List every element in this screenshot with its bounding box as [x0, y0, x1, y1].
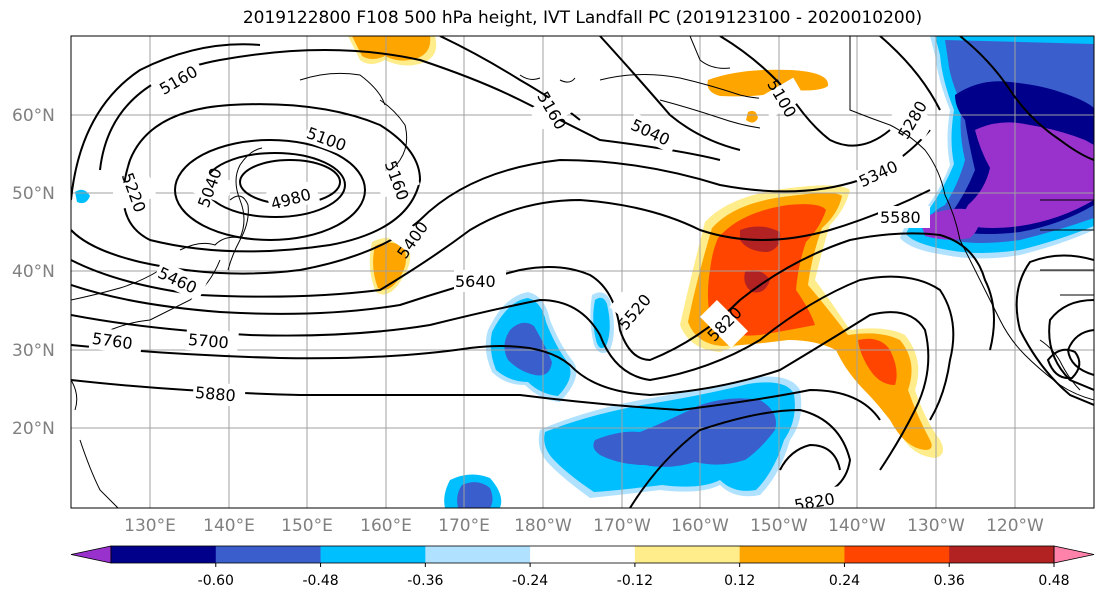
colorbar-border — [110, 545, 1055, 564]
lat-label: 40°N — [12, 262, 55, 282]
colorbar-tick-label: -0.60 — [198, 573, 234, 589]
lat-label: 30°N — [12, 341, 55, 361]
colorbar-segment — [215, 546, 322, 563]
colorbar-tick-label: -0.24 — [512, 573, 548, 589]
contour-label: 5640 — [455, 272, 496, 291]
colorbar-tick-label: -0.48 — [302, 573, 338, 589]
lon-label: 130°W — [907, 516, 965, 536]
lat-axis: 60°N 50°N 40°N 30°N 20°N — [12, 106, 55, 439]
lon-label: 160°E — [360, 516, 412, 536]
colorbar-tick-label: -0.36 — [407, 573, 443, 589]
colorbar-segment — [739, 546, 845, 563]
lon-label: 180°W — [514, 516, 572, 536]
contour-label: 5820 — [793, 489, 836, 515]
colorbar-segment — [111, 546, 217, 563]
colorbar-tick-label: 0.48 — [1038, 573, 1069, 589]
lon-label: 160°W — [671, 516, 729, 536]
colorbar-segment — [425, 546, 531, 563]
colorbar-tick-label: -0.12 — [617, 573, 653, 589]
contour-label: 5880 — [194, 383, 236, 405]
colorbar-segment — [949, 546, 1055, 563]
colorbar-segment — [530, 546, 636, 563]
colorbar-extend-low — [70, 545, 112, 564]
lon-label: 120°W — [986, 516, 1044, 536]
map-title: 2019122800 F108 500 hPa height, IVT Land… — [242, 8, 923, 28]
colorbar-segment — [844, 546, 950, 563]
colorbar-tick-label: 0.24 — [829, 573, 860, 589]
colorbar-segment — [634, 546, 741, 563]
colorbar-segment — [320, 546, 426, 563]
colorbar-tick-label: 0.12 — [724, 573, 755, 589]
lat-label: 20°N — [12, 419, 55, 439]
colorbar: -0.60 -0.48 -0.36 -0.24 -0.12 0.12 0.24 0.36 0.4… — [70, 545, 1095, 589]
lon-label: 170°E — [438, 516, 490, 536]
lon-label: 140°W — [828, 516, 886, 536]
colorbar-tick-label: 0.36 — [934, 573, 965, 589]
colorbar-extend-high — [1053, 545, 1095, 564]
grid-lines — [71, 36, 1094, 508]
lon-axis: 130°E 140°E 150°E 160°E 170°E 180°W 170°… — [124, 516, 1044, 536]
lon-label: 170°W — [593, 516, 651, 536]
lat-label: 60°N — [12, 106, 55, 126]
lon-label: 130°E — [124, 516, 176, 536]
lon-label: 140°E — [203, 516, 255, 536]
lat-label: 50°N — [12, 184, 55, 204]
contour-label: 5700 — [187, 330, 229, 352]
lon-label: 150°E — [281, 516, 333, 536]
lon-label: 150°W — [750, 516, 808, 536]
contour-label: 5580 — [880, 208, 921, 227]
map-border — [70, 35, 1095, 509]
